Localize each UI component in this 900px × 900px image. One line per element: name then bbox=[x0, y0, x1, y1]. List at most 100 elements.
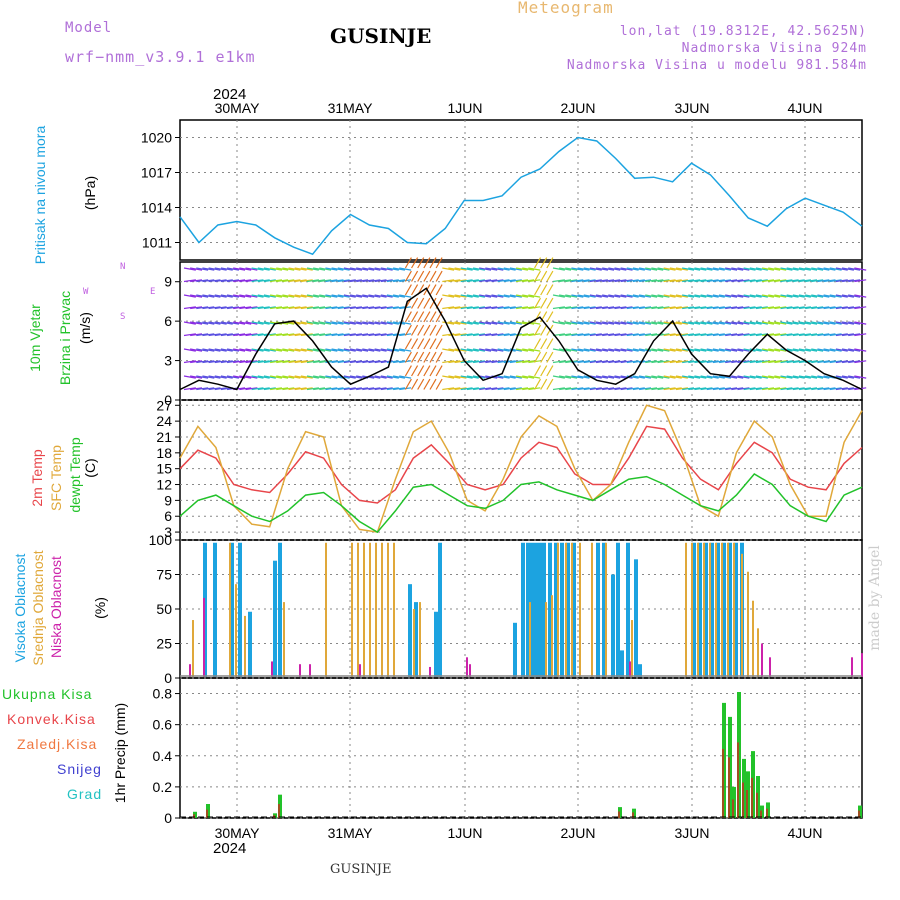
wind-barb bbox=[337, 333, 350, 337]
wind-barb bbox=[632, 387, 645, 391]
wind-barb bbox=[712, 348, 725, 352]
wind-barb bbox=[823, 387, 836, 391]
wind-barb bbox=[632, 333, 645, 337]
wind-barb bbox=[429, 324, 437, 336]
wind-barb bbox=[214, 306, 227, 310]
wind-barb bbox=[404, 270, 412, 282]
wind-barb bbox=[829, 294, 842, 298]
wind-barb bbox=[854, 321, 867, 325]
wind-barb bbox=[608, 306, 621, 310]
ytick-label: 0.2 bbox=[153, 779, 173, 795]
wind-barb bbox=[208, 321, 221, 325]
wind-barb bbox=[466, 333, 479, 337]
wind-barb bbox=[183, 333, 196, 337]
wind-barb bbox=[202, 306, 215, 310]
wind-barb bbox=[509, 267, 522, 271]
wind-barb bbox=[552, 279, 565, 283]
wind-barb bbox=[688, 348, 701, 352]
wind-barb bbox=[294, 348, 307, 352]
pressure-line bbox=[179, 136, 863, 256]
wind-barb bbox=[319, 306, 332, 310]
wind-barb bbox=[276, 348, 289, 352]
wind-barb bbox=[386, 267, 399, 271]
wind-barb bbox=[423, 311, 431, 323]
wind-barb bbox=[386, 306, 399, 310]
wind-barb bbox=[589, 321, 602, 325]
wind-barb bbox=[546, 257, 554, 269]
wind-barb bbox=[645, 294, 658, 298]
wind-barb bbox=[589, 348, 602, 352]
page-title: GUSINJE bbox=[330, 24, 432, 48]
wind-barb bbox=[823, 321, 836, 325]
wind-barb bbox=[263, 387, 276, 391]
wind-barb bbox=[349, 321, 363, 325]
wind-barb bbox=[743, 279, 756, 283]
wind-barb bbox=[429, 284, 437, 296]
wind-barb bbox=[608, 348, 621, 352]
wind-barb bbox=[196, 387, 209, 391]
wind-barb bbox=[190, 387, 203, 391]
wind-barb bbox=[208, 333, 221, 337]
wind-barb bbox=[823, 306, 836, 310]
wind-barb bbox=[792, 321, 805, 325]
wind-barb bbox=[435, 284, 443, 296]
wind-barb bbox=[768, 267, 781, 271]
wind-barb bbox=[798, 321, 811, 325]
wind-barb bbox=[854, 279, 867, 283]
wind-barb bbox=[269, 267, 283, 271]
wind-barb bbox=[737, 360, 750, 364]
wind-barb bbox=[503, 294, 516, 298]
wind-barb bbox=[454, 333, 467, 337]
wind-barb bbox=[595, 267, 609, 271]
wind-barb bbox=[546, 378, 554, 390]
wind-barb bbox=[435, 324, 443, 336]
wind-barb bbox=[306, 360, 319, 364]
wind-barb bbox=[251, 321, 264, 325]
wind-barb bbox=[620, 387, 633, 391]
wind-barb bbox=[577, 375, 590, 379]
wind-barb bbox=[300, 375, 313, 379]
wind-barb bbox=[700, 348, 713, 352]
wind-barb bbox=[737, 294, 750, 298]
wind-barb bbox=[220, 348, 233, 352]
wind-barb bbox=[534, 351, 542, 363]
wind-barb bbox=[565, 294, 578, 298]
wind-barb bbox=[669, 375, 682, 379]
wind-barb bbox=[325, 306, 338, 310]
wind-barb bbox=[368, 267, 381, 271]
wind-barb bbox=[718, 294, 732, 298]
wind-barb bbox=[183, 267, 196, 271]
wind-barb bbox=[571, 321, 584, 325]
wind-barb bbox=[270, 333, 283, 337]
wind-barb bbox=[559, 387, 572, 391]
wind-barb bbox=[399, 375, 412, 379]
ytick-label: 0.8 bbox=[153, 686, 173, 702]
wind-barb bbox=[632, 306, 645, 310]
wind-barb bbox=[251, 360, 264, 364]
wind-barb bbox=[620, 321, 633, 325]
wind-barb bbox=[540, 338, 548, 350]
wind-barb bbox=[638, 348, 652, 352]
cloud-mid-bar bbox=[229, 542, 231, 677]
wind-barb bbox=[657, 348, 670, 352]
wind-barb bbox=[854, 267, 867, 271]
wind-barb bbox=[737, 387, 750, 391]
wind-barb bbox=[349, 267, 363, 271]
ytick-label: 6 bbox=[164, 508, 172, 524]
wind-barb bbox=[454, 375, 467, 379]
wind-barb bbox=[749, 294, 762, 298]
wind-barb bbox=[639, 306, 652, 310]
wind-barb bbox=[589, 375, 602, 379]
cloud-mid-bar bbox=[369, 542, 371, 677]
wind-barb bbox=[472, 306, 485, 310]
wind-barb bbox=[798, 306, 811, 310]
wind-barb bbox=[774, 279, 787, 283]
wind-barb bbox=[516, 306, 529, 310]
wind-barb bbox=[435, 270, 443, 282]
wind-barb bbox=[460, 360, 473, 364]
wind-barb bbox=[417, 338, 425, 350]
wind-barb bbox=[276, 306, 289, 310]
wind-barb bbox=[669, 279, 682, 283]
wind-barb bbox=[423, 270, 431, 282]
wind-barb bbox=[823, 360, 836, 364]
